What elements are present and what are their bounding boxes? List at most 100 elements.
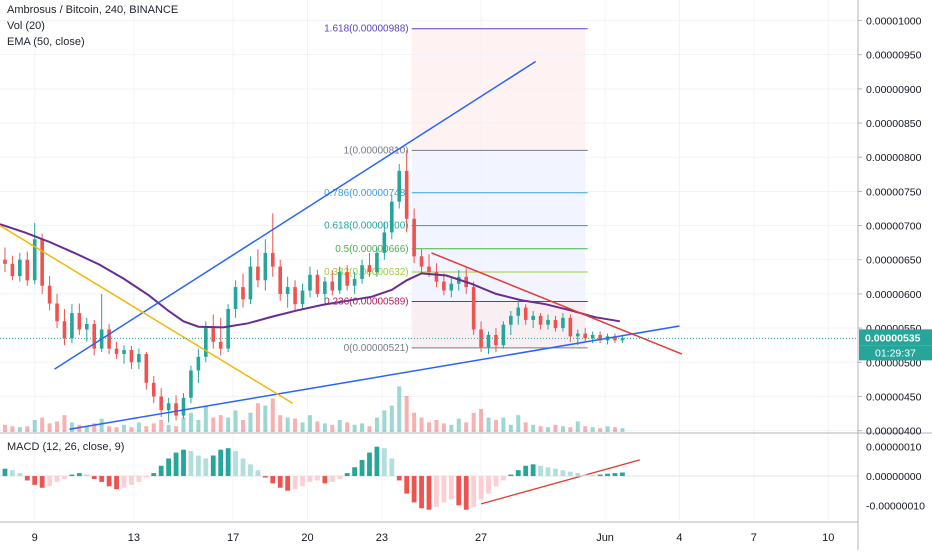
- macd-histogram-bar: [143, 476, 149, 478]
- fib-level-label: 1(0.00000810): [344, 145, 409, 156]
- volume-bar: [382, 410, 387, 432]
- candle-body: [84, 324, 89, 330]
- volume-bar: [92, 423, 97, 432]
- volume-indicator-label[interactable]: Vol (20): [7, 20, 45, 32]
- volume-bar: [188, 412, 193, 432]
- candle-body: [204, 328, 208, 357]
- price-tick-label: 0.00000700: [866, 221, 922, 233]
- volume-bar: [25, 426, 30, 432]
- candle-body: [442, 281, 446, 291]
- candle-body: [471, 287, 476, 330]
- candle-body: [330, 281, 335, 291]
- macd-histogram-bar: [441, 476, 447, 503]
- macd-indicator-label[interactable]: MACD (12, 26, close, 9): [7, 441, 125, 453]
- volume-bar: [62, 415, 67, 432]
- macd-histogram-bar: [62, 476, 67, 479]
- macd-histogram-bar: [575, 473, 581, 477]
- volume-bar: [583, 426, 588, 432]
- macd-tick-label: 0.00000000: [866, 471, 922, 483]
- macd-histogram-bar: [411, 476, 417, 503]
- candle-body: [92, 324, 97, 349]
- candle-body: [55, 303, 59, 322]
- macd-histogram-bar: [39, 476, 45, 488]
- candle-body: [241, 287, 245, 300]
- volume-bar: [196, 420, 201, 432]
- macd-histogram-bar: [277, 476, 283, 488]
- current-price-label: 0.00000535: [865, 332, 921, 344]
- macd-histogram-bar: [434, 476, 439, 507]
- volume-bar: [218, 415, 223, 432]
- macd-histogram-bar: [218, 449, 224, 477]
- candle-body: [107, 329, 111, 349]
- symbol-title[interactable]: Ambrosus / Bitcoin, 240, BINANCE: [7, 4, 179, 16]
- candle-body: [323, 281, 327, 294]
- volume-bar: [121, 424, 126, 432]
- macd-histogram-bar: [285, 476, 291, 491]
- candle-body: [144, 354, 149, 383]
- macd-histogram-bar: [508, 474, 514, 477]
- volume-bar: [471, 412, 476, 432]
- candle-body: [523, 307, 528, 320]
- candle-body: [233, 287, 238, 309]
- volume-bar: [278, 415, 283, 432]
- candle-body: [70, 313, 74, 339]
- price-tick-label: 0.00000850: [866, 118, 922, 130]
- macd-histogram-bar: [166, 458, 172, 477]
- candle-body: [390, 201, 394, 233]
- volume-bar: [211, 417, 216, 432]
- price-tick-label: 0.00000450: [866, 391, 922, 403]
- candle-body: [151, 382, 156, 397]
- volume-bar: [315, 421, 320, 432]
- volume-bar: [233, 410, 238, 432]
- volume-bar: [449, 424, 454, 432]
- candle-body: [501, 324, 506, 346]
- volume-bar: [203, 405, 208, 432]
- volume-bar: [69, 422, 74, 432]
- macd-histogram-bar: [419, 476, 424, 509]
- fib-level-label: 0(0.00000521): [344, 343, 409, 354]
- volume-bar: [419, 417, 424, 432]
- volume-layer: [2, 386, 625, 432]
- candle-body: [375, 252, 379, 273]
- macd-histogram-bar: [315, 476, 320, 481]
- macd-histogram-bar: [582, 474, 588, 477]
- macd-histogram-bar: [233, 451, 238, 477]
- macd-histogram-bar: [69, 474, 75, 477]
- volume-bar: [389, 405, 394, 432]
- volume-bar: [434, 420, 439, 432]
- volume-bar: [479, 408, 484, 432]
- time-tick-label: 27: [475, 532, 487, 544]
- macd-histogram-bar: [560, 470, 566, 477]
- candle-body: [352, 278, 357, 286]
- volume-bar: [605, 426, 610, 432]
- volume-bar: [538, 426, 543, 432]
- fib-level-label: 0.786(0.00000748): [324, 188, 409, 199]
- volume-bar: [263, 405, 268, 432]
- macd-trendline: [480, 459, 640, 505]
- volume-bar: [360, 423, 365, 432]
- candle-body: [397, 170, 402, 202]
- macd-histogram-bar: [292, 476, 298, 490]
- volume-bar: [99, 418, 104, 432]
- volume-bar: [374, 417, 379, 432]
- candle-body: [382, 232, 387, 253]
- ema-indicator-label[interactable]: EMA (50, close): [7, 36, 85, 48]
- volume-bar: [32, 420, 37, 432]
- macd-histogram-bar: [240, 458, 246, 477]
- falling-wedge-top-trendline: [0, 224, 294, 404]
- macd-histogram-bar: [210, 455, 216, 477]
- macd-histogram-bar: [270, 476, 276, 484]
- candle-body: [278, 266, 283, 294]
- time-tick-label: 23: [376, 532, 388, 544]
- candle-body: [367, 265, 372, 273]
- candle-body: [345, 272, 349, 286]
- volume-bar: [2, 424, 7, 432]
- volume-bar: [129, 427, 134, 432]
- volume-bar: [10, 426, 15, 432]
- macd-histogram-bar: [337, 476, 343, 479]
- price-tick-label: 0.00000650: [866, 255, 922, 267]
- fib-level-label: 0.236(0.00000589): [324, 296, 409, 307]
- candle-body: [285, 287, 290, 294]
- macd-histogram-bar: [106, 476, 112, 487]
- candle-body: [419, 256, 424, 267]
